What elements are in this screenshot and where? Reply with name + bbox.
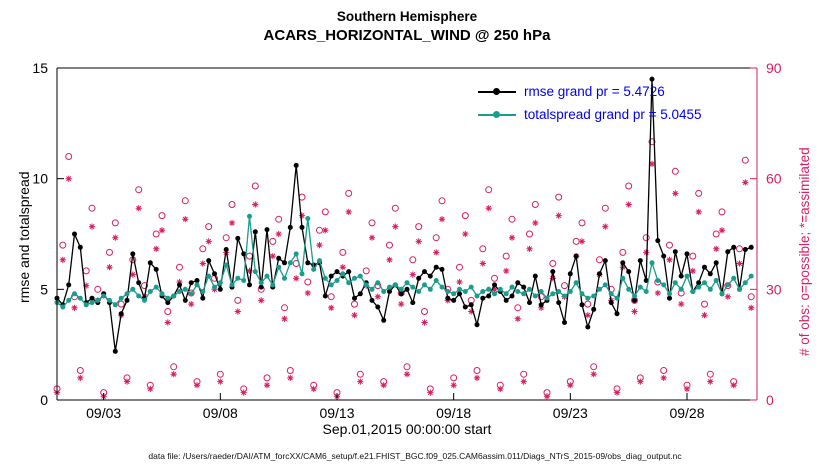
legend-entry-totalspread: totalspread grand pr = 5.0455 (478, 103, 702, 126)
legend-label-rmse: rmse grand pr = 5.4726 (524, 84, 665, 99)
svg-text:30: 30 (766, 281, 782, 297)
y-axis-label-right: # of obs: o=possible; *=assimilated (797, 147, 812, 356)
totalspread-series (54, 213, 754, 310)
svg-text:09/13: 09/13 (319, 405, 354, 421)
data-file-caption: data file: /Users/raeder/DAI/ATM_forcXX/… (148, 451, 682, 461)
svg-text:09/23: 09/23 (553, 405, 588, 421)
svg-text:90: 90 (766, 60, 782, 76)
svg-text:15: 15 (32, 60, 48, 76)
svg-text:09/08: 09/08 (203, 405, 238, 421)
axes: 0 5 10 15 0 30 60 90 09/03 09/08 09/13 09/18 09/23 09… (32, 60, 781, 421)
svg-text:10: 10 (32, 171, 48, 187)
plot-subtitle: Southern Hemisphere (336, 9, 478, 24)
svg-text:09/28: 09/28 (669, 405, 704, 421)
legend-label-totalspread: totalspread grand pr = 5.0455 (524, 107, 702, 122)
svg-text:60: 60 (766, 171, 782, 187)
legend-entry-rmse: rmse grand pr = 5.4726 (478, 80, 702, 103)
svg-text:09/03: 09/03 (86, 405, 121, 421)
legend: rmse grand pr = 5.4726 totalspread grand… (478, 80, 702, 126)
svg-text:09/18: 09/18 (436, 405, 471, 421)
svg-text:5: 5 (40, 281, 48, 297)
svg-text:0: 0 (766, 392, 774, 408)
svg-text:0: 0 (40, 392, 48, 408)
y-axis-label-left: rmse and totalspread (16, 171, 32, 303)
totalspread-line-sample-icon (478, 110, 516, 119)
rmse-line-sample-icon (478, 87, 516, 96)
plot-title: ACARS_HORIZONTAL_WIND @ 250 hPa (263, 27, 551, 44)
x-axis-label: Sep.01,2015 00:00:00 start (322, 421, 492, 437)
